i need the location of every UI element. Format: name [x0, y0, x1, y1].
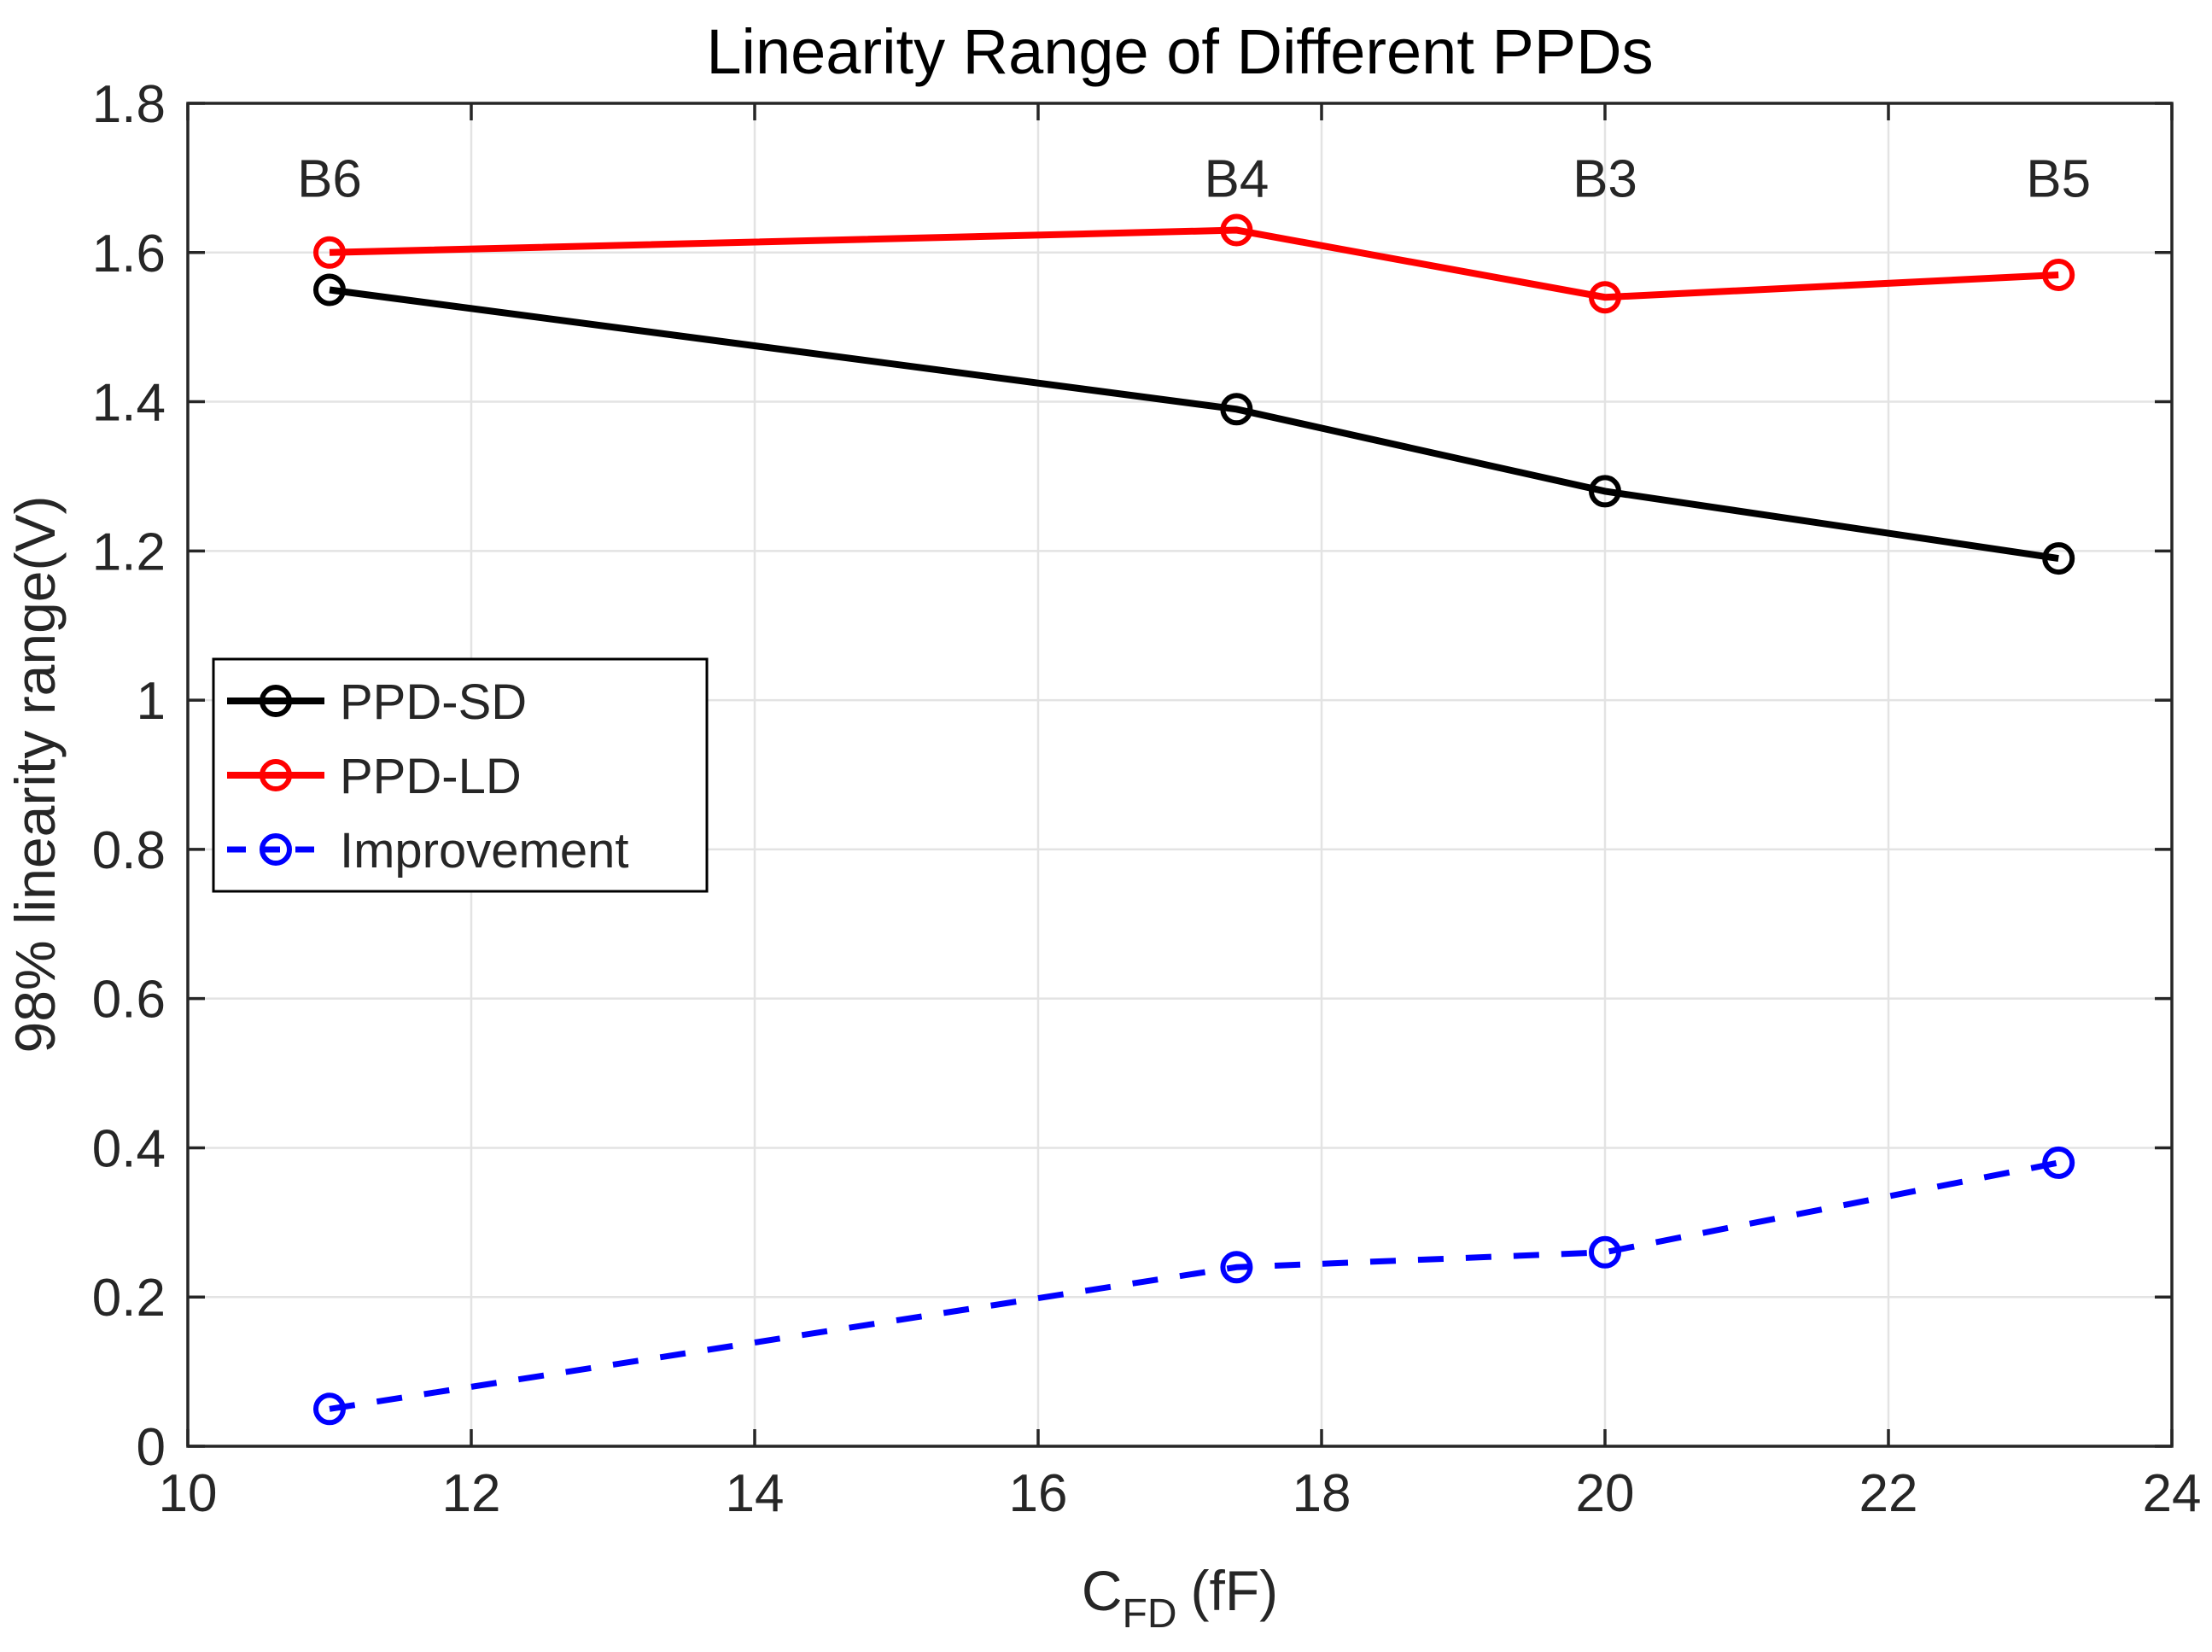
data-point-improvement-2 [1589, 1235, 1621, 1269]
tick-label-x-12: 12 [442, 1464, 501, 1523]
data-point-improvement-1 [1220, 1251, 1253, 1284]
x-axis-label-prefix: C [1082, 1559, 1123, 1622]
tick-label-x-16: 16 [1009, 1464, 1068, 1523]
data-point-ppd-sd-0 [313, 273, 346, 306]
series-line-ppd-sd [329, 286, 2059, 563]
tick-label-y-1.2: 1.2 [92, 522, 166, 581]
axes-layer: 10 12 14 16 18 20 22 24 0 0.2 0.4 0.6 0.8 1 1.2 1.4 1.6 1… [92, 75, 2202, 1523]
legend: PPD-SD PPD-LD Improvement [212, 657, 709, 893]
data-point-ppd-ld-2 [1589, 281, 1621, 314]
annotation-b5: B5 [2026, 149, 2091, 208]
tick-label-x-20: 20 [1576, 1464, 1635, 1523]
data-point-ppd-ld-3 [2042, 258, 2075, 291]
tick-label-y-1.6: 1.6 [92, 225, 166, 283]
data-point-ppd-ld-0 [313, 236, 346, 269]
annotation-b3: B3 [1573, 149, 1637, 208]
x-axis-label-subscript: FD [1123, 1591, 1177, 1637]
tick-label-y-1.8: 1.8 [92, 75, 166, 134]
legend-label-improvement: Improvement [340, 823, 628, 879]
tick-label-y-1: 1 [137, 672, 166, 731]
legend-sample-marker-ppd-ld [260, 759, 292, 791]
tick-label-y-0.4: 0.4 [92, 1119, 166, 1178]
tick-label-x-18: 18 [1293, 1464, 1351, 1523]
series-line-ppd-ld [329, 226, 2059, 301]
legend-label-ppd-ld: PPD-LD [340, 749, 522, 804]
tick-label-y-1.4: 1.4 [92, 374, 166, 433]
data-point-ppd-sd-1 [1220, 393, 1253, 426]
legend-sample-marker-ppd-sd [260, 685, 292, 717]
legend-label-ppd-sd: PPD-SD [340, 674, 527, 730]
tick-label-x-22: 22 [1859, 1464, 1918, 1523]
data-point-improvement-3 [2042, 1146, 2075, 1179]
data-point-ppd-ld-1 [1220, 213, 1253, 247]
legend-sample-marker-improvement [260, 833, 292, 866]
tick-label-y-0.6: 0.6 [92, 971, 166, 1030]
tick-label-x-24: 24 [2143, 1464, 2202, 1523]
series-layer [313, 213, 2075, 1426]
tick-label-x-10: 10 [159, 1464, 218, 1523]
annotation-b6: B6 [297, 149, 362, 208]
annotations-layer: B6 B4 B3 B5 [297, 149, 2091, 208]
annotation-b4: B4 [1204, 149, 1269, 208]
data-point-ppd-sd-2 [1589, 475, 1621, 508]
tick-label-y-0: 0 [137, 1418, 166, 1477]
data-point-improvement-0 [313, 1392, 346, 1426]
x-axis-label-suffix: (fF) [1191, 1559, 1279, 1622]
series-line-improvement [329, 1159, 2059, 1412]
y-axis-label: 98% linearity range(V) [3, 496, 67, 1054]
tick-label-y-0.8: 0.8 [92, 821, 166, 880]
plot-frame [186, 102, 2174, 1448]
chart-title: Linearity Range of Different PPDs [706, 16, 1653, 87]
x-axis-label: CFD (fF) [1082, 1559, 1278, 1637]
data-point-ppd-sd-3 [2042, 542, 2075, 575]
tick-label-y-0.2: 0.2 [92, 1269, 166, 1328]
tick-label-x-14: 14 [726, 1464, 785, 1523]
